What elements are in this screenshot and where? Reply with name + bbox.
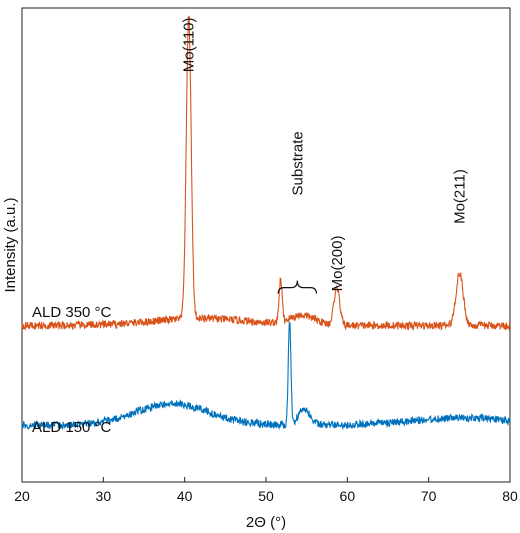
series-layer (21, 15, 511, 431)
series-line (21, 15, 511, 332)
annotation-mo200: Mo(200) (329, 236, 346, 292)
x-tick-label: 70 (421, 488, 437, 504)
x-tick-label: 80 (502, 488, 518, 504)
x-axis-ticks: 20 30 40 50 60 70 80 (14, 477, 518, 504)
series-label-ald350: ALD 350 °C (32, 304, 112, 321)
y-axis-title: Intensity (a.u.) (2, 197, 19, 292)
substrate-bracket (277, 280, 318, 294)
series-line (21, 321, 511, 431)
series-label-ald150: ALD 150 °C (32, 419, 112, 436)
x-tick-label: 30 (96, 488, 112, 504)
annotation-mo211: Mo(211) (452, 169, 469, 224)
x-tick-label: 60 (340, 488, 356, 504)
plot-frame (21, 7, 511, 483)
x-tick-label: 20 (14, 488, 30, 504)
annotation-substrate: Substrate (290, 131, 307, 195)
x-tick-label: 50 (258, 488, 274, 504)
x-axis-title: 2Θ (°) (246, 514, 286, 531)
x-tick-label: 40 (177, 488, 193, 504)
annotation-mo110: Mo(110) (181, 17, 198, 72)
